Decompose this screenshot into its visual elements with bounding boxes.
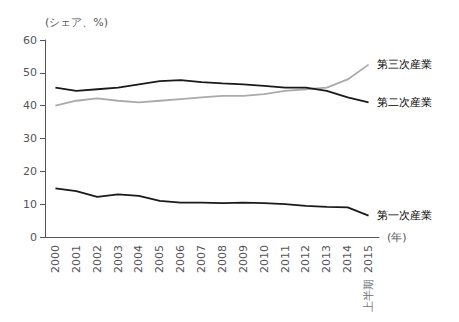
svg-text:第二次産業: 第二次産業 [377,96,432,109]
svg-text:(年): (年) [387,231,407,244]
svg-text:2006: 2006 [174,245,187,273]
svg-text:(シェア、%): (シェア、%) [45,16,108,29]
svg-text:2013: 2013 [320,245,333,273]
svg-text:2008: 2008 [216,245,229,273]
svg-text:上半期: 上半期 [362,279,375,312]
svg-text:60: 60 [23,34,37,47]
svg-text:2007: 2007 [195,245,208,273]
svg-text:2001: 2001 [70,245,83,273]
svg-text:40: 40 [23,99,37,112]
svg-text:20: 20 [23,165,37,178]
svg-text:50: 50 [23,66,37,79]
svg-text:2004: 2004 [132,245,145,273]
svg-text:第一次産業: 第一次産業 [377,209,432,222]
svg-text:2014: 2014 [341,245,354,273]
svg-text:10: 10 [23,198,37,211]
svg-text:2002: 2002 [91,245,104,273]
svg-text:30: 30 [23,132,37,145]
svg-text:2000: 2000 [49,245,62,273]
svg-text:0: 0 [30,231,37,244]
svg-text:2003: 2003 [112,245,125,273]
svg-text:2012: 2012 [299,245,312,273]
svg-text:第三次産業: 第三次産業 [377,58,432,71]
svg-text:2005: 2005 [153,245,166,273]
svg-text:2011: 2011 [279,245,292,273]
svg-text:2010: 2010 [258,245,271,273]
svg-text:2009: 2009 [237,245,250,273]
svg-text:2015: 2015 [362,245,375,273]
